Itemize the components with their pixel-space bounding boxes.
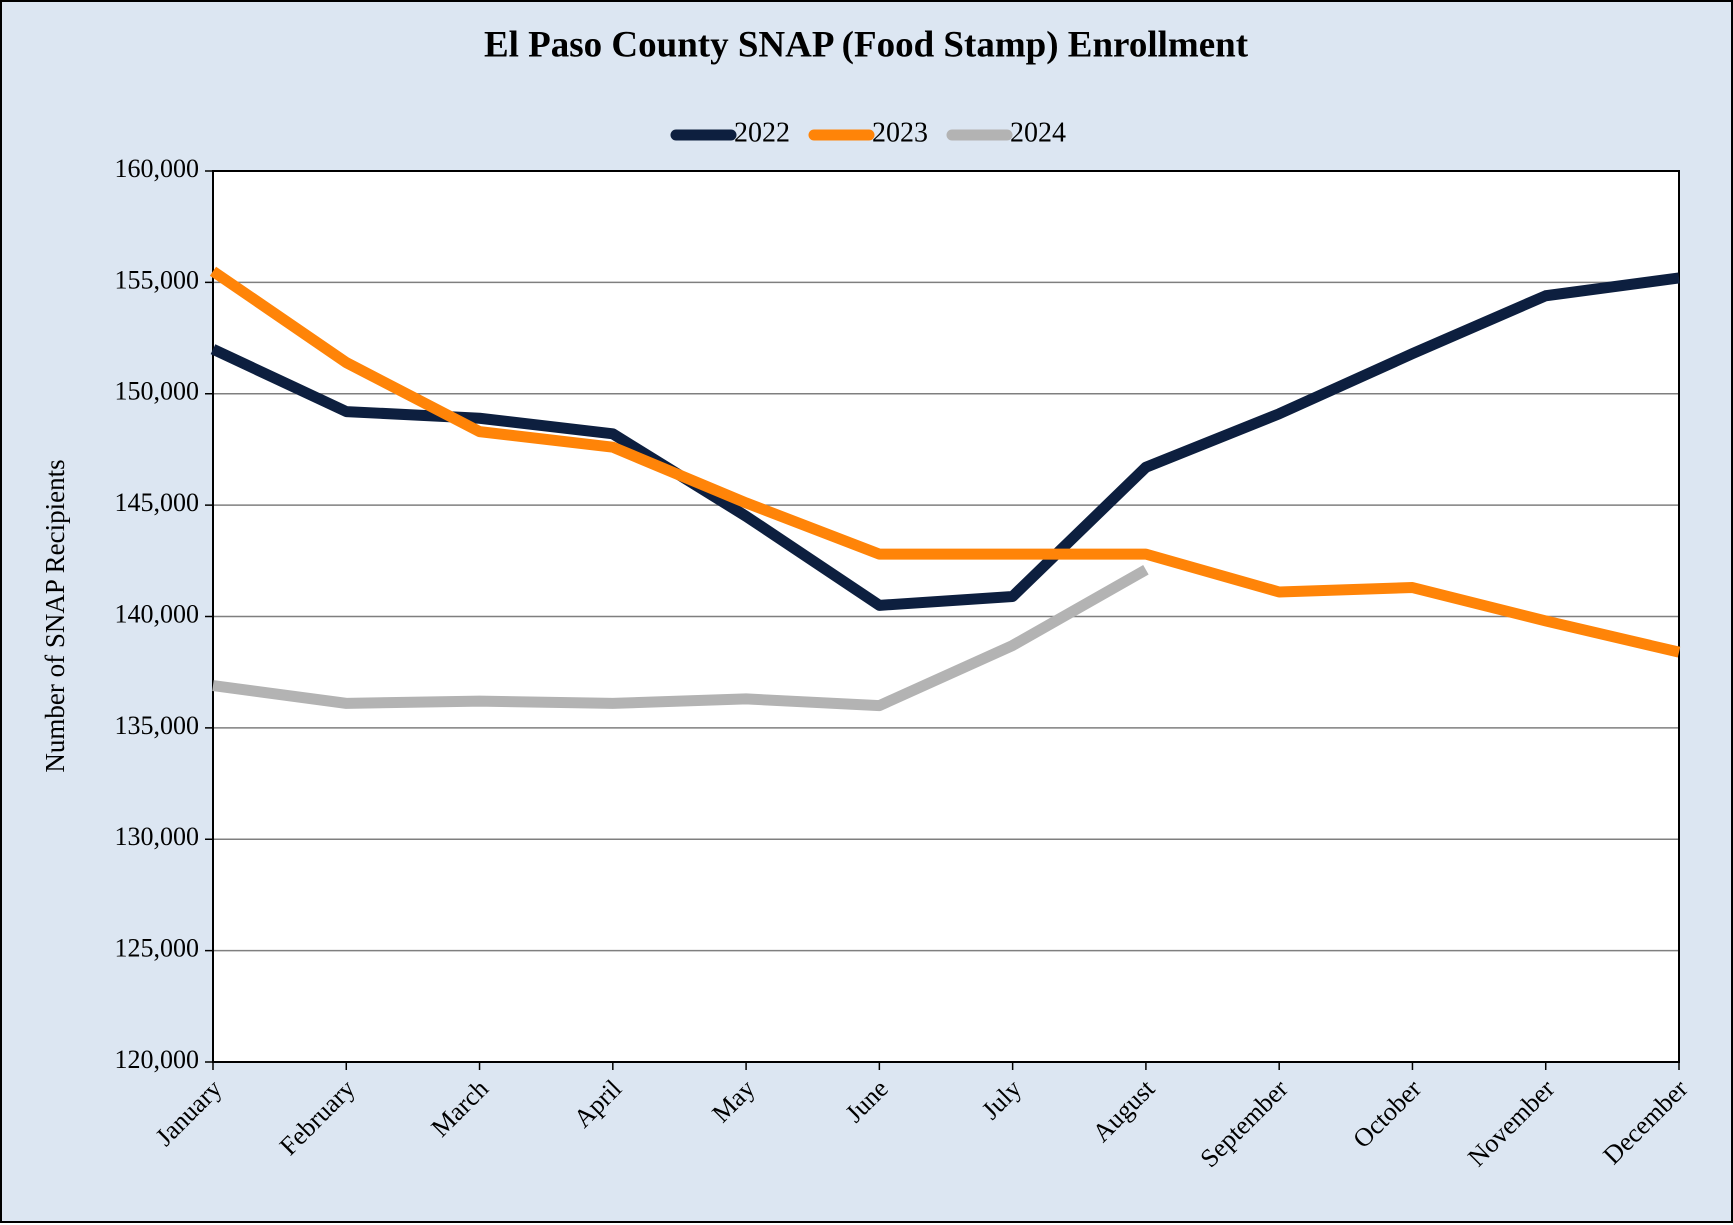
series-line	[212, 564, 1149, 712]
legend-label: 2023	[872, 117, 928, 148]
series-line	[209, 266, 1681, 658]
y-tick-label: 145,000	[115, 488, 200, 517]
y-tick-label: 135,000	[115, 711, 200, 740]
y-axis-label: Number of SNAP Recipients	[40, 459, 70, 772]
y-tick-label: 125,000	[115, 934, 200, 963]
y-tick-label: 130,000	[115, 822, 200, 851]
legend-label: 2022	[734, 117, 790, 148]
plot-border	[212, 170, 1680, 1063]
y-tick-label: 120,000	[115, 1045, 200, 1074]
y-tick-label: 160,000	[115, 154, 200, 183]
y-tick-label: 150,000	[115, 377, 200, 406]
chart-title: El Paso County SNAP (Food Stamp) Enrollm…	[484, 24, 1249, 65]
legend-label: 2024	[1010, 117, 1066, 148]
y-tick-label: 155,000	[115, 265, 200, 294]
y-tick-label: 140,000	[115, 599, 200, 628]
